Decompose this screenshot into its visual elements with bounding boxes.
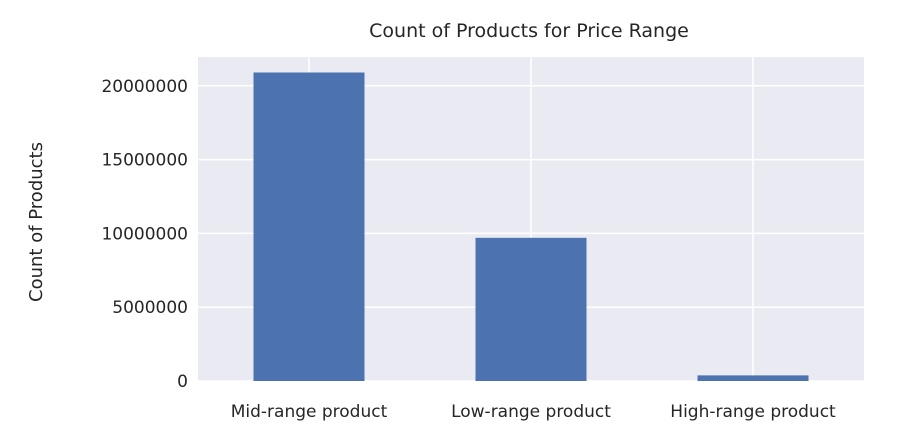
y-tick-labels: 0 5000000 10000000 15000000 20000000 — [101, 77, 188, 392]
y-tick-label: 10000000 — [101, 224, 188, 244]
bar-low-range-product — [476, 238, 587, 381]
y-tick-label: 20000000 — [101, 77, 188, 97]
y-tick-label: 0 — [177, 372, 188, 392]
y-axis-label: Count of Products — [26, 142, 47, 302]
bar-mid-range-product — [254, 72, 365, 381]
x-tick-label: Mid-range product — [231, 402, 388, 422]
chart-title: Count of Products for Price Range — [369, 20, 689, 42]
x-tick-label: Low-range product — [451, 402, 611, 422]
x-tick-label: High-range product — [670, 402, 836, 422]
x-tick-labels: Mid-range product Low-range product High-r… — [231, 402, 836, 422]
y-tick-label: 5000000 — [112, 298, 188, 318]
bar-high-range-product — [698, 375, 809, 381]
y-tick-label: 15000000 — [101, 151, 188, 171]
